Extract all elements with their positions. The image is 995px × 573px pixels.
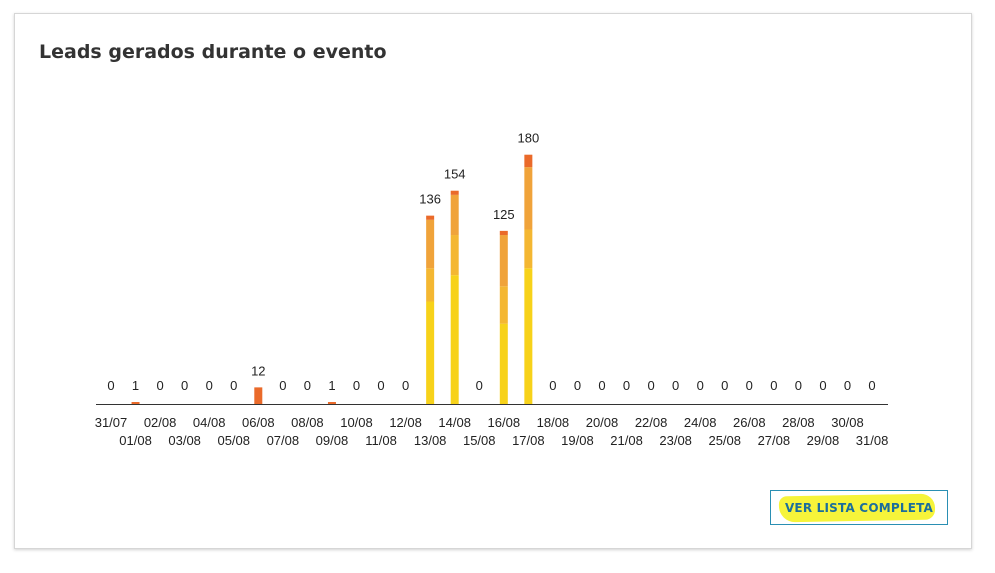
bar-segment-01-08-s4 [131, 402, 140, 404]
value-label-23-08: 0 [672, 378, 679, 393]
x-tick-label-26-08: 26/08 [733, 415, 766, 430]
x-tick-label-05-08: 05/08 [217, 433, 250, 448]
value-label-13-08: 136 [419, 192, 441, 207]
x-tick-label-31-07: 31/07 [95, 415, 128, 430]
value-label-20-08: 0 [598, 378, 605, 393]
x-tick-label-18-08: 18/08 [537, 415, 570, 430]
x-tick-label-07-08: 07/08 [267, 433, 300, 448]
bar-segment-17-08-s3 [524, 167, 533, 230]
bar-segment-16-08-s3 [499, 235, 508, 287]
value-label-17-08: 180 [517, 131, 539, 146]
value-label-31-07: 0 [107, 378, 114, 393]
bar-segment-16-08-s1 [499, 323, 508, 404]
x-tick-label-06-08: 06/08 [242, 415, 275, 430]
x-tick-label-24-08: 24/08 [684, 415, 717, 430]
x-tick-label-29-08: 29/08 [807, 433, 840, 448]
x-tick-label-20-08: 20/08 [586, 415, 619, 430]
bar-segment-17-08-s2 [524, 229, 533, 269]
bar-segment-14-08-s3 [450, 194, 459, 236]
value-label-25-08: 0 [721, 378, 728, 393]
x-tick-label-15-08: 15/08 [463, 433, 496, 448]
x-tick-label-09-08: 09/08 [316, 433, 349, 448]
x-tick-label-11-08: 11/08 [365, 433, 397, 448]
x-tick-label-27-08: 27/08 [758, 433, 791, 448]
value-label-05-08: 0 [230, 378, 237, 393]
value-label-19-08: 0 [574, 378, 581, 393]
value-label-30-08: 0 [844, 378, 851, 393]
value-label-28-08: 0 [795, 378, 802, 393]
value-label-03-08: 0 [181, 378, 188, 393]
bar-segment-16-08-s4 [499, 230, 508, 236]
bar-segment-13-08-s1 [426, 301, 435, 404]
value-label-22-08: 0 [647, 378, 654, 393]
bar-segment-13-08-s2 [426, 268, 435, 302]
x-tick-label-25-08: 25/08 [708, 433, 741, 448]
x-tick-label-16-08: 16/08 [488, 415, 521, 430]
value-label-27-08: 0 [770, 378, 777, 393]
bar-segment-16-08-s2 [499, 286, 508, 324]
bar-segment-13-08-s4 [426, 215, 435, 220]
value-label-18-08: 0 [549, 378, 556, 393]
value-label-04-08: 0 [206, 378, 213, 393]
value-label-08-08: 0 [304, 378, 311, 393]
bar-segment-13-08-s3 [426, 219, 435, 269]
bar-segment-14-08-s2 [450, 235, 459, 276]
x-tick-label-30-08: 30/08 [831, 415, 864, 430]
value-label-31-08: 0 [868, 378, 875, 393]
x-tick-label-02-08: 02/08 [144, 415, 177, 430]
value-label-07-08: 0 [279, 378, 286, 393]
x-tick-label-13-08: 13/08 [414, 433, 447, 448]
value-label-26-08: 0 [746, 378, 753, 393]
bar-segment-09-08-s4 [327, 402, 336, 404]
bars-group [131, 154, 533, 404]
chart-card: Leads gerados durante o evento VER LISTA… [14, 13, 972, 549]
x-tick-label-22-08: 22/08 [635, 415, 668, 430]
x-tick-labels-group: 31/07 01/08 02/08 03/08 04/08 05/08 06/08 07/08… [95, 415, 889, 448]
view-full-list-button[interactable]: VER LISTA COMPLETA [770, 490, 948, 525]
chart-title: Leads gerados durante o evento [39, 41, 387, 63]
value-label-14-08: 154 [444, 167, 466, 182]
x-tick-label-31-08: 31/08 [856, 433, 889, 448]
value-label-06-08: 12 [251, 363, 265, 378]
x-tick-label-21-08: 21/08 [610, 433, 643, 448]
bar-segment-06-08-s4 [254, 387, 263, 404]
x-tick-label-14-08: 14/08 [438, 415, 471, 430]
x-tick-label-04-08: 04/08 [193, 415, 226, 430]
value-label-01-08: 1 [132, 378, 139, 393]
x-tick-label-23-08: 23/08 [659, 433, 692, 448]
bar-segment-17-08-s4 [524, 154, 533, 168]
x-tick-label-17-08: 17/08 [512, 433, 545, 448]
value-label-12-08: 0 [402, 378, 409, 393]
x-tick-label-12-08: 12/08 [389, 415, 422, 430]
value-label-09-08: 1 [328, 378, 335, 393]
bar-segment-14-08-s1 [450, 275, 459, 404]
value-label-24-08: 0 [697, 378, 704, 393]
bar-segment-14-08-s4 [450, 190, 459, 195]
x-tick-label-01-08: 01/08 [119, 433, 152, 448]
value-label-16-08: 125 [493, 207, 515, 222]
value-label-11-08: 0 [377, 378, 384, 393]
x-tick-label-19-08: 19/08 [561, 433, 594, 448]
value-label-29-08: 0 [819, 378, 826, 393]
value-label-15-08: 0 [476, 378, 483, 393]
value-label-21-08: 0 [623, 378, 630, 393]
x-tick-label-08-08: 08/08 [291, 415, 324, 430]
x-tick-label-03-08: 03/08 [168, 433, 201, 448]
value-label-02-08: 0 [156, 378, 163, 393]
view-full-list-label: VER LISTA COMPLETA [784, 500, 934, 515]
x-tick-label-28-08: 28/08 [782, 415, 815, 430]
x-tick-label-10-08: 10/08 [340, 415, 373, 430]
value-label-10-08: 0 [353, 378, 360, 393]
bar-segment-17-08-s1 [524, 268, 533, 404]
